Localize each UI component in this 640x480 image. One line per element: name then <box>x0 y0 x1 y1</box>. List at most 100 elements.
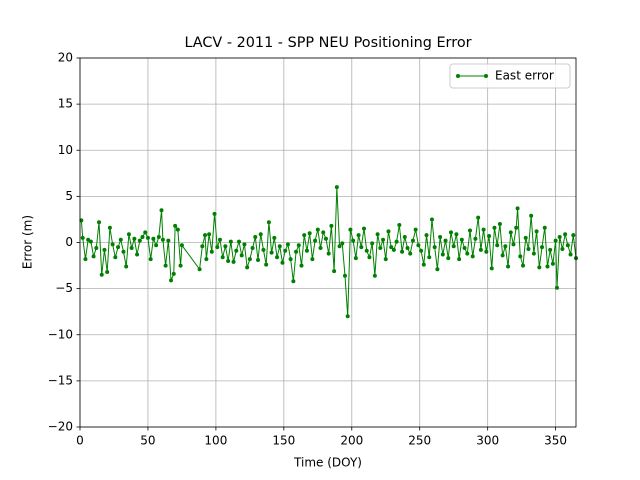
data-point <box>163 263 168 268</box>
data-point <box>143 230 148 235</box>
data-point <box>487 234 492 239</box>
data-point <box>234 248 239 253</box>
data-point <box>489 266 494 271</box>
data-point <box>200 244 205 249</box>
data-point <box>553 238 558 243</box>
data-point <box>135 252 140 257</box>
data-point <box>478 247 483 252</box>
data-point <box>557 234 562 239</box>
y-tick-label: 10 <box>58 143 73 157</box>
data-point <box>313 238 318 243</box>
data-point <box>362 226 367 231</box>
x-tick-label: 0 <box>76 434 84 448</box>
data-point <box>529 213 534 218</box>
data-point <box>473 236 478 241</box>
data-point <box>307 231 312 236</box>
data-point <box>105 270 110 275</box>
data-point <box>116 245 121 250</box>
data-point <box>228 239 233 244</box>
data-point <box>408 251 413 256</box>
y-tick-label: −5 <box>55 281 73 295</box>
data-point <box>394 239 399 244</box>
data-point <box>97 220 102 225</box>
data-point <box>563 232 568 237</box>
data-point <box>484 249 489 254</box>
data-point <box>137 238 142 243</box>
data-point <box>451 244 456 249</box>
data-point <box>261 247 266 252</box>
data-point <box>179 243 184 248</box>
data-point <box>381 237 386 242</box>
data-point <box>386 229 391 234</box>
data-point <box>315 227 320 232</box>
data-point <box>266 220 271 225</box>
y-axis-label: Error (m) <box>21 215 35 269</box>
x-tick-label: 250 <box>408 434 431 448</box>
data-point <box>283 248 288 253</box>
data-point <box>476 215 481 220</box>
data-point <box>332 269 337 274</box>
data-point <box>345 314 350 319</box>
data-point <box>435 267 440 272</box>
data-point <box>465 251 470 256</box>
data-point <box>545 264 550 269</box>
y-tick-label: 15 <box>58 97 73 111</box>
data-point <box>207 232 212 237</box>
data-point <box>173 223 178 228</box>
data-point <box>88 239 93 244</box>
data-point <box>296 243 301 248</box>
data-point <box>256 258 261 263</box>
data-point <box>148 257 153 262</box>
data-point <box>239 253 244 258</box>
legend-box <box>449 63 571 89</box>
data-point <box>102 247 107 252</box>
data-point <box>565 243 570 248</box>
data-point <box>497 222 502 227</box>
data-point <box>258 232 263 237</box>
data-point <box>515 206 520 211</box>
data-point <box>231 259 236 264</box>
data-point <box>220 255 225 260</box>
data-point <box>448 230 453 235</box>
y-tick-label: 0 <box>65 235 73 249</box>
data-point <box>419 248 424 253</box>
data-point <box>247 257 252 262</box>
data-point <box>438 234 443 239</box>
data-point <box>80 235 85 240</box>
data-point <box>554 285 559 290</box>
data-point <box>378 246 383 251</box>
x-tick-label: 350 <box>544 434 567 448</box>
data-point <box>156 234 161 239</box>
data-point <box>359 245 364 250</box>
data-point <box>236 239 241 244</box>
data-point <box>372 273 377 278</box>
data-point <box>446 256 451 261</box>
data-point <box>321 230 326 235</box>
data-point <box>459 237 464 242</box>
data-point <box>364 248 369 253</box>
data-point <box>159 208 164 213</box>
data-point <box>253 234 258 239</box>
data-point <box>454 232 459 237</box>
data-point <box>514 225 519 230</box>
data-point <box>277 244 282 249</box>
data-point <box>432 245 437 250</box>
data-point <box>531 251 536 256</box>
x-tick-label: 150 <box>272 434 295 448</box>
data-point <box>318 246 323 251</box>
data-point <box>397 222 402 227</box>
data-point <box>326 251 331 256</box>
data-point <box>391 247 396 252</box>
data-point <box>405 246 410 251</box>
data-point <box>353 256 358 261</box>
data-point <box>242 242 247 247</box>
data-point <box>424 233 429 238</box>
y-tick-label: −10 <box>48 327 73 341</box>
data-point <box>537 265 542 270</box>
data-point <box>166 238 171 243</box>
legend-marker <box>484 74 488 78</box>
data-point <box>468 228 473 233</box>
x-tick-label: 100 <box>204 434 227 448</box>
data-point <box>416 243 421 248</box>
